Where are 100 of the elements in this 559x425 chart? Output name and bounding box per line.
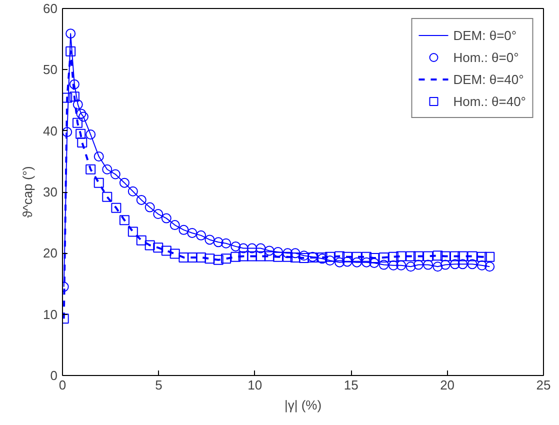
point — [66, 46, 76, 56]
point — [128, 186, 138, 196]
point — [458, 251, 468, 262]
point — [256, 251, 266, 262]
point — [450, 259, 460, 270]
point — [86, 164, 96, 174]
point — [102, 192, 112, 202]
point — [170, 220, 180, 230]
point — [290, 248, 300, 258]
point — [342, 252, 352, 262]
point — [282, 252, 293, 262]
point — [467, 251, 478, 262]
point — [324, 256, 335, 266]
point — [69, 92, 80, 102]
point — [369, 253, 380, 264]
point — [432, 250, 443, 261]
y-tick-label: 0 — [50, 368, 58, 383]
point — [204, 234, 215, 245]
legend-label: Hom.: θ=40° — [453, 94, 526, 108]
point — [221, 254, 232, 264]
point — [72, 118, 83, 128]
point — [378, 252, 389, 262]
x-tick-label: 15 — [344, 378, 358, 392]
point — [66, 28, 76, 39]
point — [476, 252, 487, 262]
point — [352, 257, 362, 268]
point — [144, 202, 155, 212]
point — [238, 251, 248, 262]
point — [264, 246, 274, 256]
point — [423, 251, 434, 262]
point — [334, 251, 345, 262]
point — [406, 262, 416, 272]
point — [352, 252, 362, 262]
point — [334, 257, 345, 268]
point — [77, 137, 88, 148]
point — [161, 213, 172, 224]
point — [102, 164, 112, 174]
point — [153, 242, 164, 253]
point — [86, 130, 96, 140]
point — [178, 252, 189, 262]
point — [119, 215, 130, 226]
y-tick-label: 20 — [43, 246, 58, 261]
point — [94, 152, 104, 162]
point — [440, 260, 450, 270]
point — [110, 169, 120, 180]
point — [136, 235, 146, 246]
point — [247, 251, 258, 262]
point — [153, 209, 164, 220]
point — [484, 252, 495, 262]
point — [423, 260, 434, 270]
y-axis-title: ϑ^cap (°) — [20, 166, 36, 218]
point — [62, 127, 72, 138]
point — [119, 178, 130, 188]
y-tick-label: 30 — [43, 184, 58, 200]
point — [161, 246, 172, 256]
point — [247, 243, 258, 254]
point — [361, 252, 372, 262]
legend-label: DEM: θ=40° — [453, 72, 524, 86]
legend-label: Hom.: θ=0° — [453, 50, 519, 64]
point — [144, 240, 155, 250]
point — [136, 194, 146, 205]
point — [230, 252, 241, 262]
point — [406, 251, 416, 262]
point — [388, 260, 398, 270]
point — [238, 243, 248, 254]
point — [213, 254, 224, 265]
point — [484, 262, 495, 272]
point — [476, 260, 487, 270]
point — [413, 260, 424, 270]
point — [467, 259, 478, 270]
x-axis-title: |γ| (%) — [284, 398, 322, 412]
point — [458, 259, 468, 270]
point — [94, 178, 104, 188]
point — [213, 237, 224, 248]
point — [324, 252, 335, 262]
point — [111, 202, 122, 213]
point — [432, 262, 443, 272]
point — [76, 128, 86, 139]
point — [388, 252, 398, 262]
point — [396, 251, 406, 262]
point — [128, 226, 138, 237]
point — [230, 241, 241, 252]
point — [204, 254, 215, 264]
x-tick-label: 20 — [440, 378, 455, 392]
point — [369, 258, 380, 268]
point — [256, 243, 266, 254]
point — [440, 251, 450, 262]
y-tick-label: 60 — [43, 1, 58, 16]
point — [187, 228, 198, 238]
point — [196, 230, 206, 240]
point — [69, 79, 80, 90]
y-tick-label: 50 — [43, 62, 58, 78]
point — [413, 251, 424, 262]
point — [72, 100, 83, 110]
y-tick-label: 40 — [43, 123, 58, 138]
x-tick-label: 25 — [536, 378, 551, 392]
x-tick-label: 10 — [248, 378, 262, 392]
point — [170, 248, 180, 259]
point — [78, 112, 88, 122]
y-tick-label: 10 — [43, 306, 58, 322]
